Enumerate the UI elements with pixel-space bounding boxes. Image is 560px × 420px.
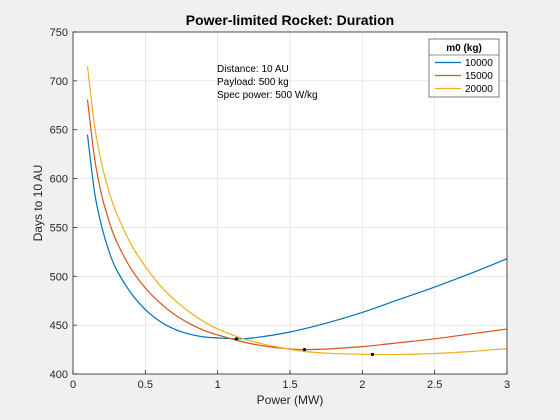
y-axis-label: Days to 10 AU bbox=[31, 165, 45, 242]
y-tick-label: 650 bbox=[50, 125, 68, 137]
optimum-point-10000 bbox=[234, 337, 239, 341]
x-tick-label: 1.5 bbox=[282, 379, 297, 391]
x-tick-label: 2.5 bbox=[427, 379, 442, 391]
legend-label-10000: 10000 bbox=[465, 58, 493, 69]
x-tick-label: 0.5 bbox=[138, 379, 153, 391]
legend-label-15000: 15000 bbox=[465, 71, 493, 82]
chart-title: Power-limited Rocket: Duration bbox=[186, 12, 394, 28]
legend-label-20000: 20000 bbox=[465, 84, 493, 95]
optimum-point-20000 bbox=[370, 352, 375, 357]
series-line-20000 bbox=[86, 66, 508, 356]
optimum-point-15000 bbox=[302, 347, 307, 352]
x-tick-label: 0 bbox=[70, 379, 76, 391]
x-tick-label: 3 bbox=[504, 379, 510, 391]
y-tick-label: 450 bbox=[50, 320, 68, 332]
legend-items: 10000 15000 20000 bbox=[435, 58, 493, 95]
x-tick-label: 1 bbox=[215, 379, 221, 391]
series-line-10000 bbox=[86, 134, 508, 340]
legend: m0 (kg) 10000 15000 20000 bbox=[428, 38, 500, 98]
y-tick-label: 400 bbox=[50, 369, 68, 381]
legend-box bbox=[428, 38, 500, 98]
x-tick-label: 2 bbox=[359, 379, 365, 391]
y-tick-label: 550 bbox=[50, 222, 68, 234]
series-layer bbox=[86, 66, 508, 356]
series-line-15000 bbox=[86, 99, 508, 351]
y-tick-label: 750 bbox=[50, 27, 68, 39]
annotation-spec-power: Spec power: 500 W/kg bbox=[217, 90, 318, 101]
axis-ticks: 0 0.5 1 1.5 2 2.5 3 400 450 500 550 600 650 700 750 bbox=[50, 27, 510, 391]
annotation-payload: Payload: 500 kg bbox=[217, 77, 289, 88]
annotation-distance: Distance: 10 AU bbox=[217, 64, 289, 75]
y-tick-label: 500 bbox=[50, 271, 68, 283]
y-tick-label: 600 bbox=[50, 174, 68, 186]
y-tick-label: 700 bbox=[50, 76, 68, 88]
x-axis-label: Power (MW) bbox=[257, 393, 324, 407]
legend-title: m0 (kg) bbox=[446, 43, 482, 54]
optimum-markers bbox=[234, 337, 375, 357]
